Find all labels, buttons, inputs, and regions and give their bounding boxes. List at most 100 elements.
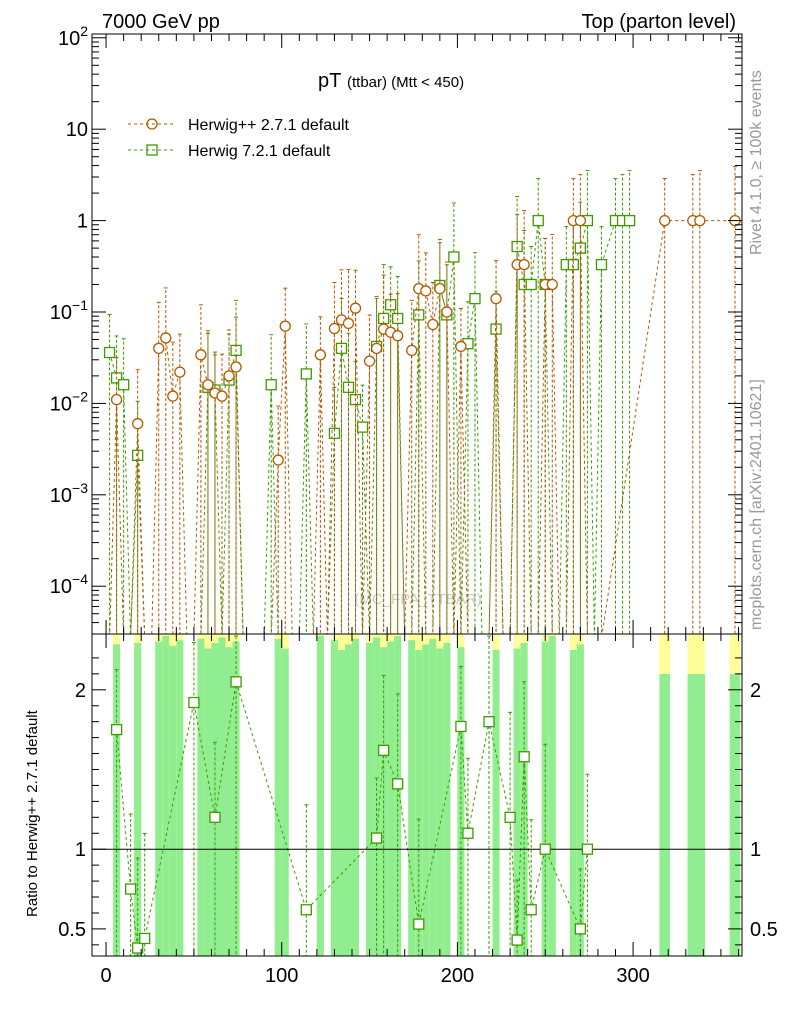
ratio-band-green [337,650,345,956]
data-point [153,342,165,355]
data-point [160,332,172,344]
ratio-y-tick-label: 1 [75,839,86,861]
data-point [574,214,587,227]
data-point [363,355,376,367]
y-tick-label: 10−1 [50,297,88,324]
ratio-band-green [694,674,706,956]
plot-title: pT [318,70,341,92]
ratio-band-green [169,645,177,956]
data-point [216,390,228,402]
ratio-y-tick-label: 2 [75,680,86,702]
data-point [518,258,530,271]
data-point [328,322,341,335]
data-point [195,349,207,361]
data-point [230,361,242,373]
watermark: (MC_FPA_TTBAR) [354,591,481,608]
data-point [434,283,446,295]
ratio-band-green [659,674,670,956]
data-point [103,346,116,359]
ratio-data-point [574,923,587,935]
data-point [272,454,284,466]
legend-label-herwigpp: Herwig++ 2.7.1 default [188,117,350,134]
ratio-data-point [132,942,144,954]
data-point [469,292,481,305]
data-point [420,285,432,297]
data-point [342,317,355,330]
legend: Herwig++ 2.7.1 default Herwig 7.2.1 defa… [128,117,350,160]
y-tick-label: 102 [58,23,88,50]
ratio-data-point [300,904,312,916]
ratio-band-green [197,638,205,956]
ratio-data-point [110,723,123,736]
plot-title-subscript: (ttbar) (Mtt < 450) [347,74,464,91]
ratio-band-green [162,636,170,956]
ratio-y-tick-label-right: 0.5 [750,919,778,941]
data-point [406,344,418,357]
ratio-data-point [188,696,200,709]
ratio-data-point [462,827,474,839]
ratio-data-point [392,778,404,790]
ratio-y-tick-label-right: 1 [750,839,761,861]
data-point [342,381,355,393]
data-point [328,427,341,440]
ratio-band-green [548,636,556,956]
data-point [167,390,179,402]
data-point [546,278,558,291]
data-point [279,320,291,332]
ratio-band-green [422,644,430,956]
ratio-data-point [209,811,221,823]
y-tick-label: 10−3 [50,480,88,507]
data-point [694,214,706,227]
data-point [117,379,130,391]
x-tick-label: 200 [441,965,474,987]
data-point [448,251,460,263]
ratio-band-green [155,641,163,956]
main-axes: 10−4 10−3 10−2 10−1 1 10 102 [50,23,743,635]
ratio-band-green [330,640,338,956]
ratio-data-point [124,883,137,895]
data-point [441,306,453,318]
ratio-band-green [281,648,289,956]
y-tick-label: 1 [77,211,88,233]
y-tick-label: 10−4 [50,571,88,598]
data-point [174,366,186,378]
ratio-band-green [492,650,500,956]
data-point [532,214,544,227]
data-point [490,292,502,305]
ratio-band-green [408,640,416,956]
ratio-y-tick-label: 0.5 [58,919,86,941]
ratio-band-green [344,644,352,956]
ratio-data-point [581,843,594,855]
data-point [356,421,369,433]
series-line [109,220,735,634]
data-point [455,340,467,353]
data-point [623,214,636,227]
ratio-y-tick-label-right: 2 [750,680,761,702]
ratio-data-point [377,744,390,757]
ratio-band-green [373,637,381,956]
series-line [109,220,630,634]
data-point [132,418,144,430]
ratio-data-point [455,720,467,733]
x-tick-label: 300 [616,965,649,987]
data-point [659,214,671,227]
ratio-band-green [352,638,360,956]
data-point [525,278,537,291]
y-tick-label: 10−2 [50,388,88,415]
main-data-layer [103,166,741,634]
energy-label: 7000 GeV pp [102,11,220,33]
ratio-band-green [225,647,233,956]
x-tick-label: 100 [265,965,298,987]
ratio-band-green [436,648,444,956]
ratio-axes: 0 100 200 300 0.5 0.5 1 1 2 2 [58,633,778,987]
ratio-data-point [483,716,495,728]
ratio-band-green [134,643,142,956]
ratio-band-green [429,638,437,956]
ratio-data-point [504,811,516,823]
data-point [223,370,235,382]
rivet-version-label: Rivet 4.1.0, ≥ 100k events [748,70,765,255]
ratio-y-axis-label: Ratio to Herwig++ 2.7.1 default [24,709,41,917]
ratio-panel: 0 100 200 300 0.5 0.5 1 1 2 2 Ratio to Herwig++ 2… [24,633,778,987]
x-tick-label: 0 [100,965,111,987]
legend-marker-herwig7 [146,144,158,156]
